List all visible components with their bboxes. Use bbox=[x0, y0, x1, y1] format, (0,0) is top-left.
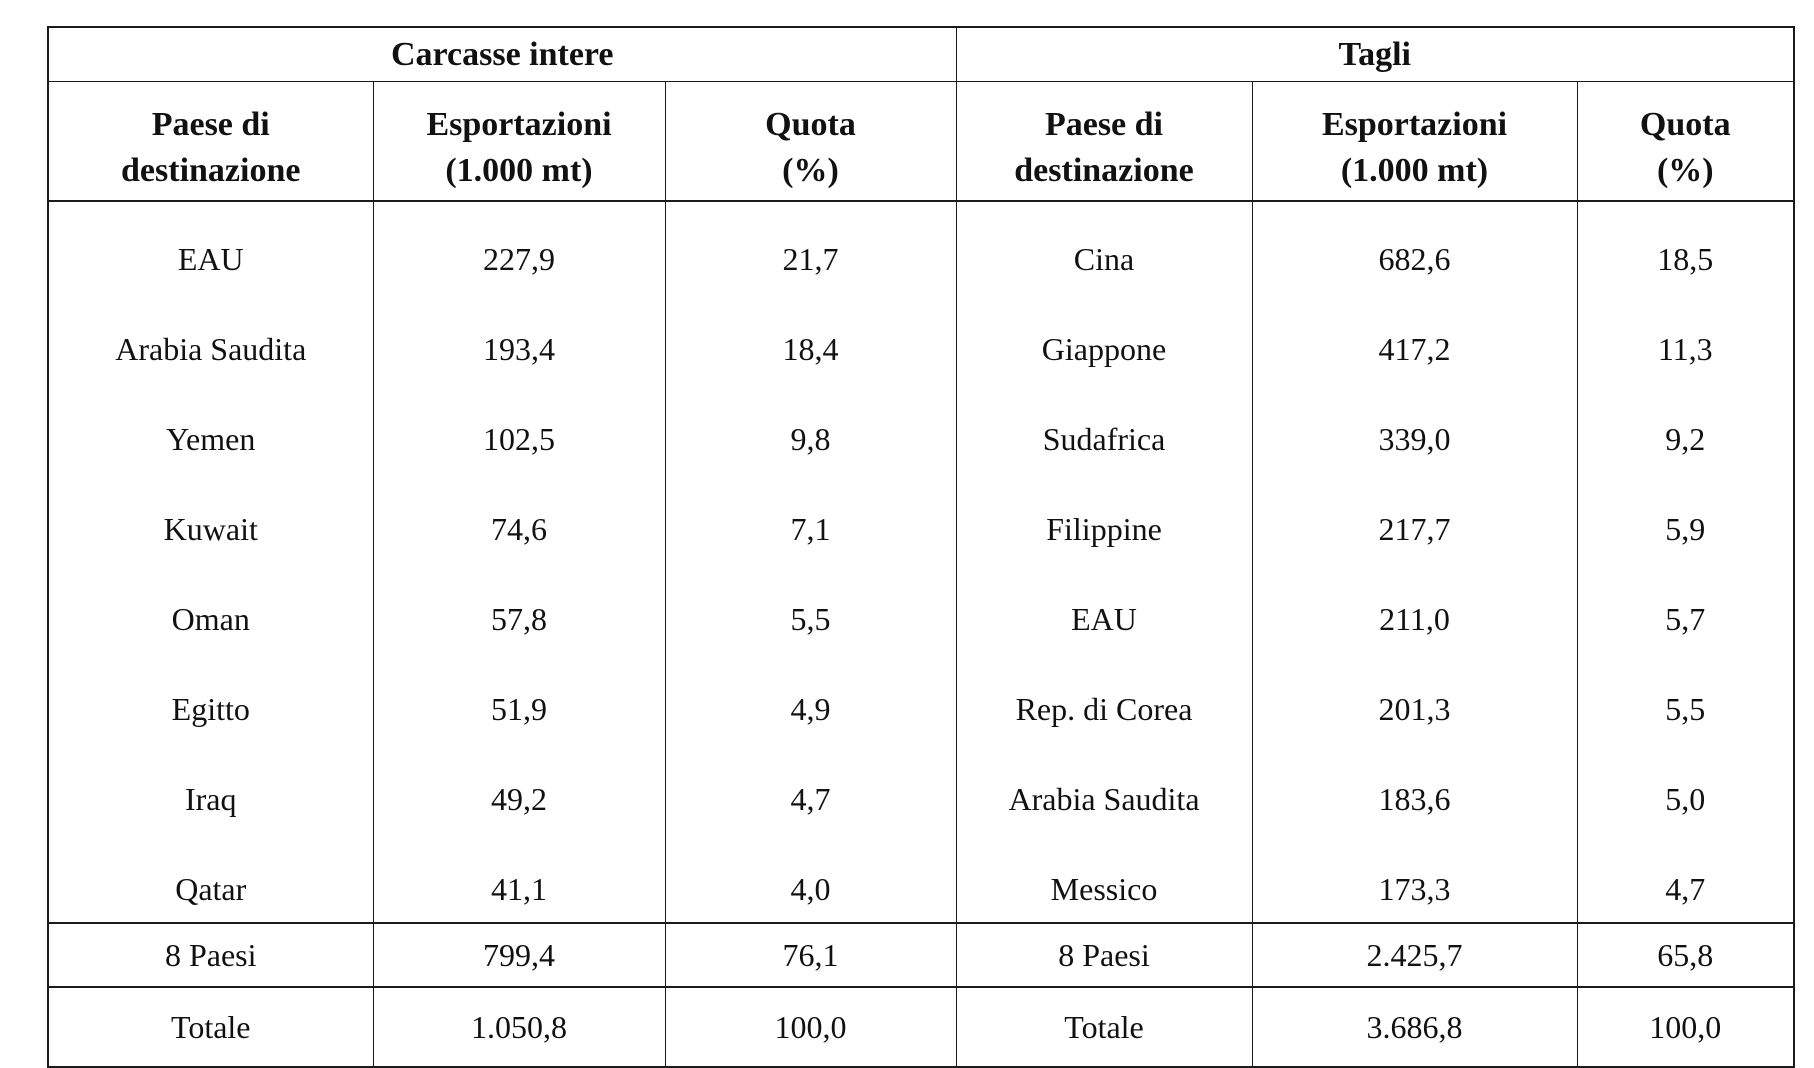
quota-cell: 4,9 bbox=[664, 652, 957, 742]
subtotal-label: 8 Paesi bbox=[955, 922, 1253, 988]
table-row: Egitto 51,9 4,9 Rep. di Corea 201,3 5,5 bbox=[47, 652, 1795, 742]
exports-cell: 227,9 bbox=[372, 201, 666, 292]
country-cell: Giappone bbox=[955, 292, 1253, 382]
column-header-row: Paese di destinazione Esportazioni (1.00… bbox=[47, 81, 1795, 202]
country-cell: Rep. di Corea bbox=[955, 652, 1253, 742]
subtotal-quota: 76,1 bbox=[664, 922, 957, 988]
quota-cell: 9,8 bbox=[664, 382, 957, 472]
country-cell: EAU bbox=[955, 562, 1253, 652]
country-cell: Yemen bbox=[47, 382, 374, 472]
subtotal-label: 8 Paesi bbox=[47, 922, 374, 988]
total-exports: 3.686,8 bbox=[1251, 987, 1578, 1067]
table-row: Yemen 102,5 9,8 Sudafrica 339,0 9,2 bbox=[47, 382, 1795, 472]
table-row: Arabia Saudita 193,4 18,4 Giappone 417,2… bbox=[47, 292, 1795, 382]
quota-cell: 18,4 bbox=[664, 292, 957, 382]
total-label: Totale bbox=[955, 987, 1253, 1067]
section-title-row: Carcasse intere Tagli bbox=[47, 27, 1795, 82]
country-cell: Iraq bbox=[47, 742, 374, 832]
table-row: Qatar 41,1 4,0 Messico 173,3 4,7 bbox=[47, 832, 1795, 923]
column-header-exports-left: Esportazioni (1.000 mt) bbox=[372, 81, 666, 202]
country-cell: EAU bbox=[47, 201, 374, 292]
quota-cell: 4,7 bbox=[1576, 832, 1795, 923]
column-header-quota-left: Quota (%) bbox=[664, 81, 957, 202]
exports-cell: 217,7 bbox=[1251, 472, 1578, 562]
quota-cell: 11,3 bbox=[1576, 292, 1795, 382]
country-cell: Arabia Saudita bbox=[47, 292, 374, 382]
country-cell: Messico bbox=[955, 832, 1253, 923]
total-quota: 100,0 bbox=[1576, 987, 1795, 1067]
table-row: Kuwait 74,6 7,1 Filippine 217,7 5,9 bbox=[47, 472, 1795, 562]
quota-cell: 4,0 bbox=[664, 832, 957, 923]
country-cell: Oman bbox=[47, 562, 374, 652]
exports-cell: 682,6 bbox=[1251, 201, 1578, 292]
total-exports: 1.050,8 bbox=[372, 987, 666, 1067]
exports-cell: 74,6 bbox=[372, 472, 666, 562]
quota-cell: 5,5 bbox=[664, 562, 957, 652]
quota-cell: 18,5 bbox=[1576, 201, 1795, 292]
subtotal-quota: 65,8 bbox=[1576, 922, 1795, 988]
country-cell: Egitto bbox=[47, 652, 374, 742]
country-cell: Kuwait bbox=[47, 472, 374, 562]
total-row: Totale 1.050,8 100,0 Totale 3.686,8 100,… bbox=[47, 987, 1795, 1067]
subtotal-row: 8 Paesi 799,4 76,1 8 Paesi 2.425,7 65,8 bbox=[47, 922, 1795, 988]
section-title-tagli: Tagli bbox=[955, 27, 1795, 82]
column-header-exports-right: Esportazioni (1.000 mt) bbox=[1251, 81, 1578, 202]
column-header-country-right: Paese di destinazione bbox=[955, 81, 1253, 202]
total-label: Totale bbox=[47, 987, 374, 1067]
quota-cell: 9,2 bbox=[1576, 382, 1795, 472]
exports-cell: 193,4 bbox=[372, 292, 666, 382]
exports-cell: 211,0 bbox=[1251, 562, 1578, 652]
exports-cell: 41,1 bbox=[372, 832, 666, 923]
quota-cell: 5,5 bbox=[1576, 652, 1795, 742]
total-quota: 100,0 bbox=[664, 987, 957, 1067]
subtotal-exports: 2.425,7 bbox=[1251, 922, 1578, 988]
country-cell: Qatar bbox=[47, 832, 374, 923]
quota-cell: 5,9 bbox=[1576, 472, 1795, 562]
exports-cell: 49,2 bbox=[372, 742, 666, 832]
country-cell: Sudafrica bbox=[955, 382, 1253, 472]
exports-cell: 173,3 bbox=[1251, 832, 1578, 923]
country-cell: Filippine bbox=[955, 472, 1253, 562]
column-header-quota-right: Quota (%) bbox=[1576, 81, 1795, 202]
quota-cell: 4,7 bbox=[664, 742, 957, 832]
exports-cell: 183,6 bbox=[1251, 742, 1578, 832]
exports-cell: 102,5 bbox=[372, 382, 666, 472]
exports-cell: 417,2 bbox=[1251, 292, 1578, 382]
table-row: EAU 227,9 21,7 Cina 682,6 18,5 bbox=[47, 201, 1795, 292]
exports-cell: 201,3 bbox=[1251, 652, 1578, 742]
table-row: Oman 57,8 5,5 EAU 211,0 5,7 bbox=[47, 562, 1795, 652]
quota-cell: 7,1 bbox=[664, 472, 957, 562]
subtotal-exports: 799,4 bbox=[372, 922, 666, 988]
exports-cell: 339,0 bbox=[1251, 382, 1578, 472]
country-cell: Cina bbox=[955, 201, 1253, 292]
quota-cell: 5,0 bbox=[1576, 742, 1795, 832]
quota-cell: 21,7 bbox=[664, 201, 957, 292]
table-row: Iraq 49,2 4,7 Arabia Saudita 183,6 5,0 bbox=[47, 742, 1795, 832]
section-title-carcasse: Carcasse intere bbox=[47, 27, 957, 82]
country-cell: Arabia Saudita bbox=[955, 742, 1253, 832]
quota-cell: 5,7 bbox=[1576, 562, 1795, 652]
column-header-country-left: Paese di destinazione bbox=[47, 81, 374, 202]
exports-table: Carcasse intere Tagli Paese di destinazi… bbox=[47, 26, 1796, 1068]
exports-cell: 51,9 bbox=[372, 652, 666, 742]
exports-cell: 57,8 bbox=[372, 562, 666, 652]
